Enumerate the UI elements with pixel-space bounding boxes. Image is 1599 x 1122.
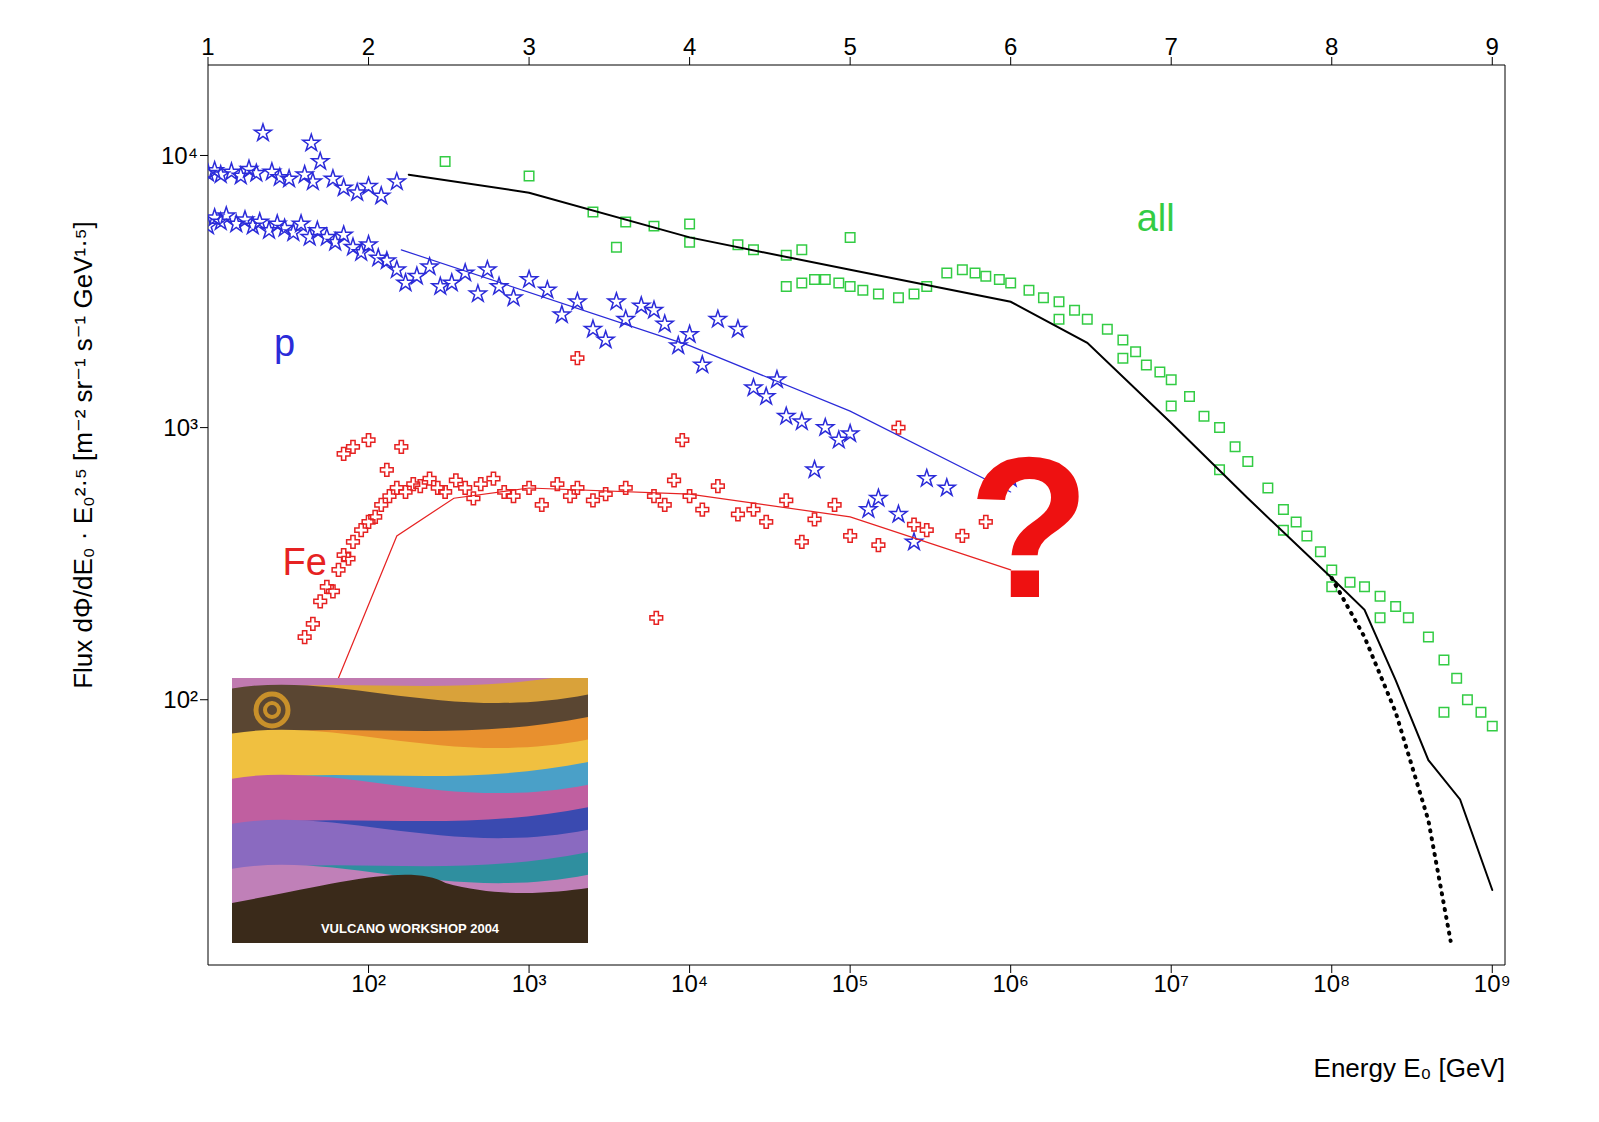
svg-text:9: 9	[1486, 33, 1499, 60]
svg-text:3: 3	[522, 33, 535, 60]
svg-text:5: 5	[843, 33, 856, 60]
svg-text:10³: 10³	[163, 414, 198, 441]
svg-text:Energy E₀ [GeV]: Energy E₀ [GeV]	[1314, 1053, 1505, 1083]
svg-text:10²: 10²	[351, 970, 386, 997]
svg-text:2: 2	[362, 33, 375, 60]
svg-text:10⁴: 10⁴	[671, 970, 708, 997]
svg-text:6: 6	[1004, 33, 1017, 60]
svg-text:10⁹: 10⁹	[1474, 970, 1511, 997]
svg-text:10²: 10²	[163, 686, 198, 713]
svg-text:10⁴: 10⁴	[161, 142, 198, 169]
svg-text:Fe: Fe	[282, 541, 326, 583]
svg-text:10³: 10³	[512, 970, 547, 997]
svg-text:Flux dΦ/dE₀ · E₀²·⁵ [m⁻² sr⁻¹: Flux dΦ/dE₀ · E₀²·⁵ [m⁻² sr⁻¹ s⁻¹ GeV¹·⁵…	[68, 221, 98, 689]
svg-text:10⁶: 10⁶	[992, 970, 1029, 997]
svg-text:7: 7	[1165, 33, 1178, 60]
svg-text:10⁷: 10⁷	[1154, 970, 1189, 997]
svg-text:all: all	[1137, 197, 1175, 239]
svg-text:10⁵: 10⁵	[832, 970, 869, 997]
svg-text:4: 4	[683, 33, 696, 60]
svg-text:?: ?	[968, 416, 1090, 639]
svg-text:8: 8	[1325, 33, 1338, 60]
svg-text:1: 1	[201, 33, 214, 60]
svg-text:VULCANO WORKSHOP 2004: VULCANO WORKSHOP 2004	[321, 921, 500, 936]
svg-text:10⁸: 10⁸	[1313, 970, 1350, 997]
svg-text:p: p	[274, 322, 295, 364]
